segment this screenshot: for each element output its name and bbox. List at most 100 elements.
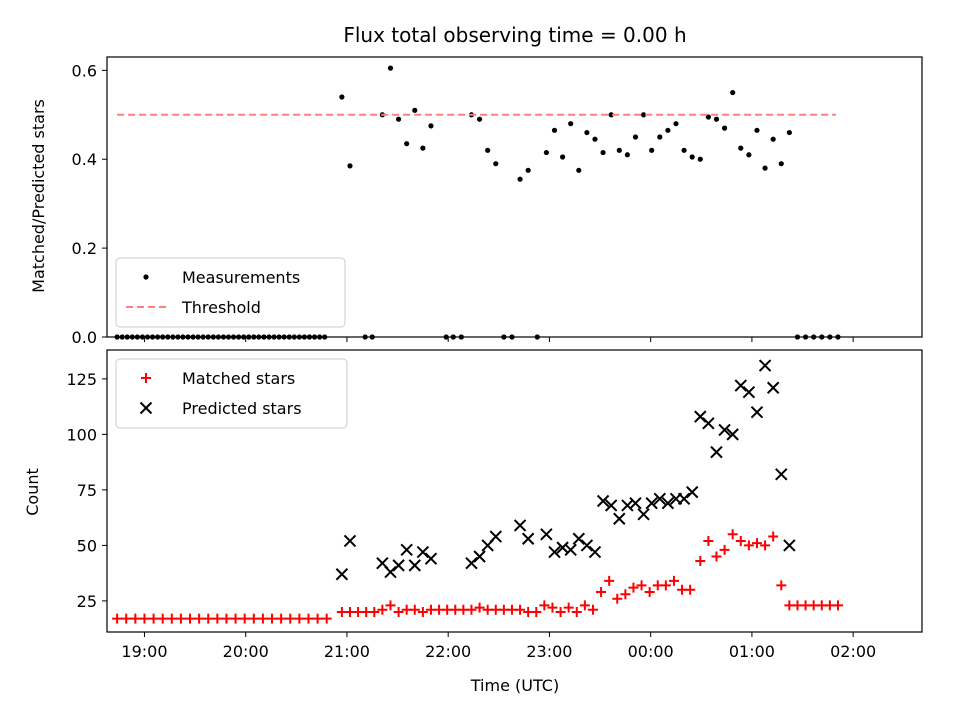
data-point: [385, 600, 396, 611]
data-point: [730, 89, 736, 96]
x-tick-label: 20:00: [223, 642, 269, 661]
y-tick-label: 0.0: [72, 328, 97, 347]
chart-title: Flux total observing time = 0.00 h: [343, 23, 686, 47]
series-predicted-stars: [335, 359, 796, 581]
legend: Matched stars Predicted stars: [115, 358, 348, 429]
data-point: [203, 613, 214, 624]
axes-frame: [106, 349, 923, 633]
data-point: [628, 582, 639, 593]
y-tick-label: 25: [77, 592, 97, 611]
data-point: [473, 550, 486, 563]
x-tick-label: 00:00: [628, 642, 674, 661]
data-point: [661, 497, 675, 510]
top-panel: 0.0 0.2 0.4 0.6 Measurements Threshold: [72, 56, 923, 347]
data-point: [579, 600, 590, 611]
data-point: [559, 154, 566, 160]
data-point: [563, 602, 574, 613]
data-point: [387, 65, 394, 71]
data-point: [257, 613, 268, 624]
y-tick-label: 0.4: [72, 150, 97, 169]
data-point: [770, 136, 776, 142]
data-point: [719, 544, 730, 555]
data-point: [768, 531, 779, 542]
data-point: [294, 613, 305, 624]
data-point: [347, 163, 353, 169]
data-point: [604, 575, 615, 586]
data-point: [624, 152, 630, 158]
data-point: [580, 539, 594, 552]
data-point: [620, 589, 631, 600]
data-point: [644, 587, 655, 598]
data-point: [649, 147, 655, 153]
data-point: [303, 613, 314, 624]
legend-marker: [143, 274, 149, 280]
data-point: [513, 519, 527, 532]
y-tick-label: 75: [77, 481, 97, 500]
data-point: [762, 165, 768, 171]
data-point: [392, 559, 405, 572]
data-point: [409, 604, 420, 615]
data-point: [412, 107, 418, 113]
data-point: [786, 129, 792, 136]
data-point: [369, 607, 380, 618]
data-point: [521, 532, 535, 545]
data-point: [112, 613, 123, 624]
data-point: [221, 613, 232, 624]
data-point: [673, 121, 679, 127]
data-point: [517, 176, 523, 182]
data-point: [556, 541, 569, 554]
data-point: [515, 604, 526, 615]
data-point: [710, 445, 723, 459]
data-point: [685, 485, 699, 499]
data-point: [547, 602, 558, 613]
x-tick-label: 19:00: [121, 642, 167, 661]
bottom-panel: 25 50 75 100 125 19:00 20:00 21:00 22:00 23:00 00:…: [66, 349, 923, 661]
data-point: [148, 613, 159, 624]
data-point: [572, 532, 585, 545]
data-point: [485, 147, 491, 153]
data-point: [751, 538, 762, 549]
data-point: [677, 492, 691, 505]
data-point: [660, 580, 671, 591]
data-point: [474, 602, 485, 613]
data-point: [742, 385, 756, 399]
data-point: [175, 613, 186, 624]
data-point: [531, 607, 542, 618]
data-point: [185, 613, 196, 624]
data-point: [465, 556, 478, 570]
data-point: [743, 540, 754, 551]
data-point: [312, 613, 323, 624]
data-point: [703, 535, 714, 546]
data-point: [540, 528, 553, 541]
data-point: [267, 613, 278, 624]
data-point: [248, 613, 259, 624]
data-point: [668, 575, 679, 586]
data-point: [564, 543, 577, 557]
x-axis-label: Time (UTC): [470, 676, 559, 695]
x-tick-label: 22:00: [425, 642, 471, 661]
data-point: [420, 145, 426, 151]
data-point: [681, 147, 687, 153]
data-point: [489, 530, 502, 543]
data-point: [612, 593, 623, 604]
data-point: [778, 161, 784, 167]
bottom-y-axis-label: Count: [23, 468, 42, 516]
data-point: [239, 613, 250, 624]
data-point: [726, 428, 739, 441]
data-point: [539, 600, 550, 611]
data-point: [689, 154, 695, 160]
data-point: [613, 512, 626, 525]
data-point: [121, 613, 132, 624]
legend-label: Matched stars: [182, 369, 295, 388]
x-tick-label: 23:00: [526, 642, 572, 661]
data-point: [713, 116, 720, 122]
data-point: [746, 152, 752, 158]
legend-label: Threshold: [181, 298, 261, 317]
data-point: [636, 580, 647, 591]
data-point: [735, 535, 746, 546]
data-point: [194, 613, 205, 624]
data-point: [404, 141, 410, 147]
data-point: [335, 568, 349, 581]
legend-marker: [139, 401, 153, 415]
